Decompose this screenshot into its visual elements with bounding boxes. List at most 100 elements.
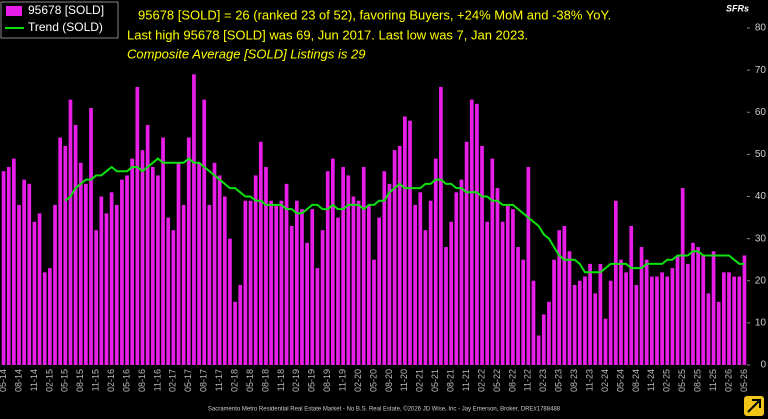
bar [367,204,371,365]
y-tick-label: 40 [755,191,767,202]
bar [274,204,279,365]
bar [588,263,592,365]
bar [562,225,567,365]
bar [207,204,212,365]
bar [197,162,201,365]
bar [361,167,366,365]
bar [42,272,47,365]
bar [171,230,176,365]
bar [639,247,644,365]
bar [222,196,227,365]
bar [99,196,104,365]
bar [161,137,165,365]
bar [233,301,237,365]
bar [392,150,397,365]
x-tick-label: 08-18 [260,369,270,392]
x-tick-label: 05-21 [430,369,440,392]
bar [6,167,11,365]
bar [217,175,222,365]
bar [624,272,628,365]
y-tick-label: 80 [755,23,767,34]
x-tick-label: 05-18 [245,369,255,392]
bar [258,141,263,365]
bar [238,284,243,365]
bar [279,200,284,365]
x-tick-label: 02-20 [353,369,363,392]
bar [32,221,37,365]
bar [649,276,654,365]
bar [264,167,268,365]
x-tick-label: 08-19 [322,369,332,392]
bar [516,247,520,365]
bar [459,179,464,365]
bar [464,141,469,365]
x-tick-label: 11-24 [646,369,656,391]
bar [685,263,690,365]
bar [387,183,392,365]
x-tick-label: 02-25 [662,369,672,392]
bar [58,137,63,365]
x-tick-label: 11-15 [91,369,101,391]
x-tick-label: 08-22 [507,369,517,392]
x-tick-label: 02-26 [723,369,733,392]
bar [485,221,490,365]
bar [711,251,716,365]
bar [289,225,294,365]
bar [439,86,443,365]
x-tick-label: 11-22 [523,369,533,391]
bar [63,145,68,365]
y-axis-label: SFRs [726,3,749,13]
bar [84,183,88,365]
bar [428,200,433,365]
bar [315,268,320,365]
bar [22,179,27,365]
annotation: 95678 [SOLD] = 26 (ranked 23 of 52), fav… [138,7,611,22]
bar [181,204,186,365]
x-tick-label: 05-15 [60,369,70,392]
y-tick-label: 20 [755,275,767,286]
bar [629,225,634,365]
bar [89,108,93,365]
bar [603,318,608,365]
bar [330,158,335,365]
trend-line [64,157,745,274]
bar [608,280,613,365]
bar [12,158,16,365]
bar [284,183,289,365]
bar [341,167,345,365]
bar [680,188,685,365]
x-tick-label: 05-14 [0,369,8,392]
bar [397,145,402,365]
x-tick-label: 08-24 [631,369,641,392]
x-tick-label: 05-23 [554,369,564,392]
legend-label: Trend (SOLD) [28,20,103,34]
x-tick-label: 02-18 [229,369,239,392]
bar [382,171,387,365]
bar [500,221,505,365]
bar [78,162,83,365]
x-tick-label: 02-22 [476,369,486,392]
x-tick-label: 11-23 [584,369,594,391]
x-tick-label: 11-20 [399,369,409,391]
bar [742,255,747,365]
bar [403,116,407,366]
x-tick-label: 11-17 [214,369,224,391]
x-tick-label: 05-25 [677,369,687,392]
x-tick-label: 08-14 [13,369,23,392]
annotation: Last high 95678 [SOLD] was 69, Jun 2017.… [127,27,528,42]
legend-label: 95678 [SOLD] [28,3,104,17]
bar [27,183,32,365]
bar [449,221,454,365]
x-tick-label: 08-20 [384,369,394,392]
bar [166,217,171,365]
x-tick-label: 02-23 [538,369,548,392]
plot-area [1,74,747,366]
x-tick-label: 05-22 [492,369,502,392]
bar [732,276,736,365]
x-tick-label: 11-21 [461,369,471,391]
bar [53,204,57,365]
bar [73,124,78,365]
bar [670,268,675,365]
x-tick-label: 11-25 [708,369,718,391]
x-tick-label: 08-15 [75,369,85,392]
